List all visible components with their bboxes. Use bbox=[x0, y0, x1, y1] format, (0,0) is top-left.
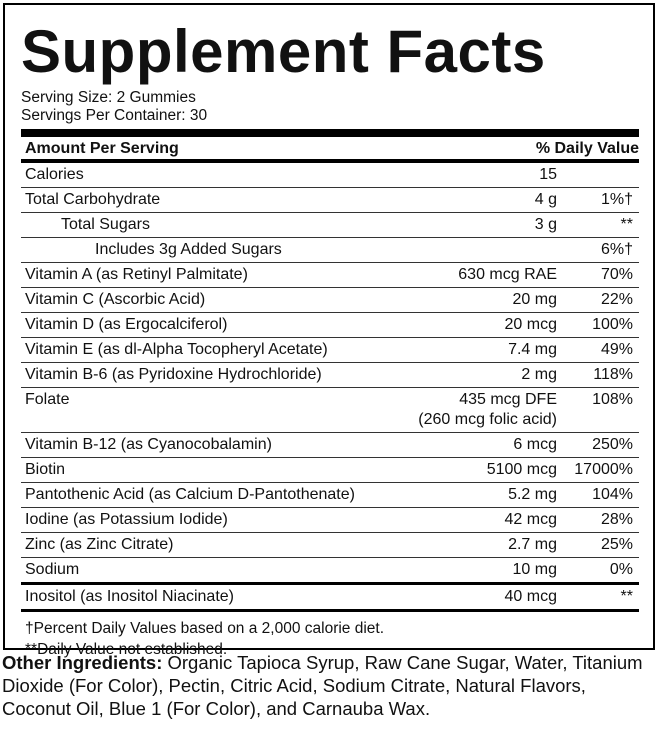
daily-value: 104% bbox=[592, 486, 633, 503]
daily-value: 17000% bbox=[574, 461, 633, 478]
daily-value: 28% bbox=[600, 511, 633, 528]
nutrient-name: Includes 3g Added Sugars bbox=[95, 241, 282, 258]
amount: 435 mcg DFE bbox=[459, 391, 557, 408]
nutrient-name: Vitamin B-6 (as Pyridoxine Hydrochloride… bbox=[25, 366, 322, 383]
nutrient-name: Iodine (as Potassium Iodide) bbox=[25, 511, 228, 528]
column-header: Amount Per Serving bbox=[25, 140, 179, 157]
nutrient-row: Pantothenic Acid (as Calcium D-Pantothen… bbox=[21, 483, 639, 508]
supplement-facts-panel: Supplement Facts Serving Size: 2 Gummies… bbox=[3, 3, 655, 658]
daily-value: ** bbox=[620, 588, 633, 605]
nutrient-name: Total Sugars bbox=[61, 216, 150, 233]
nutrient-row: Calories 15 bbox=[21, 163, 639, 188]
amount: 3 g bbox=[534, 216, 557, 233]
amount: 10 mg bbox=[512, 561, 557, 578]
nutrient-row: Vitamin A (as Retinyl Palmitate) 630 mcg … bbox=[21, 263, 639, 288]
nutrient-name: Vitamin D (as Ergocalciferol) bbox=[25, 316, 228, 333]
other-ingredients: Other Ingredients: Organic Tapioca Syrup… bbox=[2, 651, 652, 720]
nutrient-row: Vitamin C (Ascorbic Acid) 20 mg 22% bbox=[21, 288, 639, 313]
nutrient-row: Inositol (as Inositol Niacinate) 40 mcg ** bbox=[21, 585, 639, 612]
daily-value: 108% bbox=[592, 391, 633, 408]
nutrient-name: Pantothenic Acid (as Calcium D-Pantothen… bbox=[25, 486, 355, 503]
nutrient-name: Vitamin B-12 (as Cyanocobalamin) bbox=[25, 436, 272, 453]
other-ingredients-label: Other Ingredients: bbox=[2, 652, 163, 673]
nutrient-row: Biotin 5100 mcg 17000% bbox=[21, 458, 639, 483]
thick-rule bbox=[21, 129, 639, 137]
nutrient-rows: Calories 15 Total Carbohydrate 4 g 1%† Total … bbox=[21, 163, 639, 612]
amount: 20 mcg bbox=[504, 316, 557, 333]
amount: 6 mcg bbox=[513, 436, 557, 453]
nutrient-name: Vitamin A (as Retinyl Palmitate) bbox=[25, 266, 248, 283]
nutrient-row: Iodine (as Potassium Iodide) 42 mcg 28% bbox=[21, 508, 639, 533]
amount: 7.4 mg bbox=[508, 341, 557, 358]
daily-value: 0% bbox=[609, 561, 633, 578]
daily-value: 250% bbox=[592, 436, 633, 453]
serving-size: Serving Size: 2 Gummies bbox=[21, 89, 196, 106]
amount: 2 mg bbox=[521, 366, 557, 383]
nutrient-row: Total Sugars 3 g ** bbox=[21, 213, 639, 238]
nutrient-row: Vitamin B-12 (as Cyanocobalamin) 6 mcg 250… bbox=[21, 433, 639, 458]
panel-content: Supplement Facts Serving Size: 2 Gummies… bbox=[21, 22, 639, 660]
column-header: % Daily Value bbox=[535, 140, 639, 157]
daily-value: 6%† bbox=[600, 241, 633, 258]
title: Supplement Facts bbox=[21, 18, 546, 85]
amount: 630 mcg RAE bbox=[458, 266, 557, 283]
footnote: †Percent Daily Values based on a 2,000 c… bbox=[25, 620, 385, 637]
amount: 2.7 mg bbox=[508, 536, 557, 553]
amount: 20 mg bbox=[512, 291, 557, 308]
daily-value: 49% bbox=[600, 341, 633, 358]
nutrient-row: Vitamin D (as Ergocalciferol) 20 mcg 100% bbox=[21, 313, 639, 338]
nutrient-name: Folate bbox=[25, 391, 70, 408]
daily-value: 22% bbox=[600, 291, 633, 308]
daily-value: ** bbox=[620, 216, 633, 233]
nutrient-name: Sodium bbox=[25, 561, 80, 578]
servings-per-container: Servings Per Container: 30 bbox=[21, 107, 208, 124]
amount-note: (260 mcg folic acid) bbox=[418, 411, 557, 428]
nutrient-name: Total Carbohydrate bbox=[25, 191, 161, 208]
nutrient-row: Includes 3g Added Sugars 6%† bbox=[21, 238, 639, 263]
daily-value: 25% bbox=[600, 536, 633, 553]
nutrient-name: Zinc (as Zinc Citrate) bbox=[25, 536, 174, 553]
nutrient-row: Vitamin E (as dl-Alpha Tocopheryl Acetat… bbox=[21, 338, 639, 363]
nutrient-row: Vitamin B-6 (as Pyridoxine Hydrochloride… bbox=[21, 363, 639, 388]
daily-value: 118% bbox=[593, 366, 633, 383]
amount: 15 bbox=[539, 166, 557, 183]
footnotes: †Percent Daily Values based on a 2,000 c… bbox=[25, 618, 639, 660]
nutrient-name: Inositol (as Inositol Niacinate) bbox=[25, 588, 234, 605]
other-ingredients-text: Organic Tapioca Syrup, Raw Cane Sugar, W… bbox=[2, 652, 643, 719]
amount: 4 g bbox=[534, 191, 557, 208]
nutrient-name: Biotin bbox=[25, 461, 66, 478]
nutrient-row: Total Carbohydrate 4 g 1%† bbox=[21, 188, 639, 213]
footnote: **Daily Value not established. bbox=[25, 641, 228, 658]
nutrient-row: Folate 435 mcg DFE (260 mcg folic acid) 108… bbox=[21, 388, 639, 433]
amount: 40 mcg bbox=[504, 588, 557, 605]
table-header: Amount Per Serving % Daily Value bbox=[21, 137, 639, 163]
amount: 42 mcg bbox=[504, 511, 557, 528]
nutrient-name: Calories bbox=[25, 166, 84, 183]
nutrient-name: Vitamin C (Ascorbic Acid) bbox=[25, 291, 206, 308]
daily-value: 100% bbox=[592, 316, 633, 333]
daily-value: 1%† bbox=[600, 191, 633, 208]
nutrient-name: Vitamin E (as dl-Alpha Tocopheryl Acetat… bbox=[25, 341, 328, 358]
amount: 5.2 mg bbox=[508, 486, 557, 503]
amount: 5100 mcg bbox=[486, 461, 557, 478]
daily-value: 70% bbox=[600, 266, 633, 283]
nutrient-row: Zinc (as Zinc Citrate) 2.7 mg 25% bbox=[21, 533, 639, 558]
nutrient-row: Sodium 10 mg 0% bbox=[21, 558, 639, 585]
